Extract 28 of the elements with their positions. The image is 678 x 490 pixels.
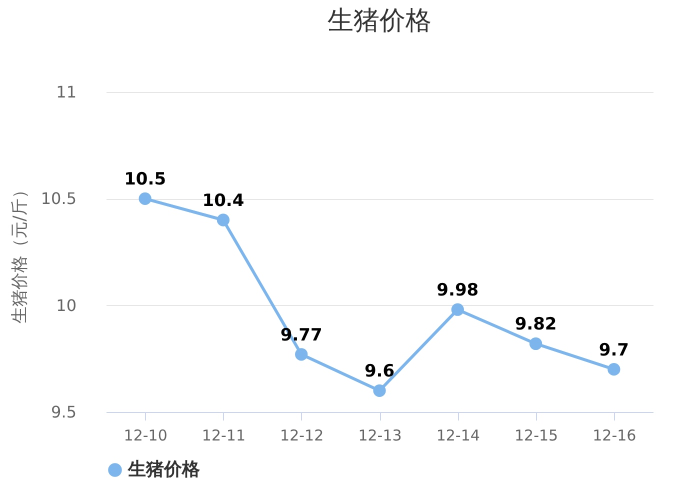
y-tick-label: 11 [56,82,76,102]
x-tick-label: 12-10 [124,426,168,444]
point [608,363,620,376]
legend-label: 生猪价格 [127,459,201,480]
data-label: 9.77 [280,325,322,346]
data-label: 10.4 [202,191,244,211]
x-tick-label: 12-16 [592,426,636,444]
x-tick-label: 12-15 [514,426,558,444]
data-label: 9.7 [598,340,629,360]
point [451,303,464,316]
point [216,214,230,226]
y-axis-title: 生猪价格（元/斤） [10,182,30,324]
y-tick-label: 10 [56,296,76,315]
y-tick-label: 9.5 [51,402,76,422]
data-label: 10.5 [124,170,166,190]
point [529,337,542,350]
x-tick-label: 12-12 [280,426,324,444]
point [295,348,308,361]
chart-title: 生猪价格 [328,6,432,36]
x-tick-label: 12-11 [202,426,246,444]
data-label: 9.6 [364,362,395,382]
data-label: 9.82 [514,314,557,335]
y-tick-label: 10.5 [40,189,76,208]
x-tick-label: 12-13 [358,426,402,444]
point [373,384,386,397]
data-label: 9.98 [436,280,479,301]
point [138,192,152,205]
x-tick-label: 12-14 [436,426,480,444]
